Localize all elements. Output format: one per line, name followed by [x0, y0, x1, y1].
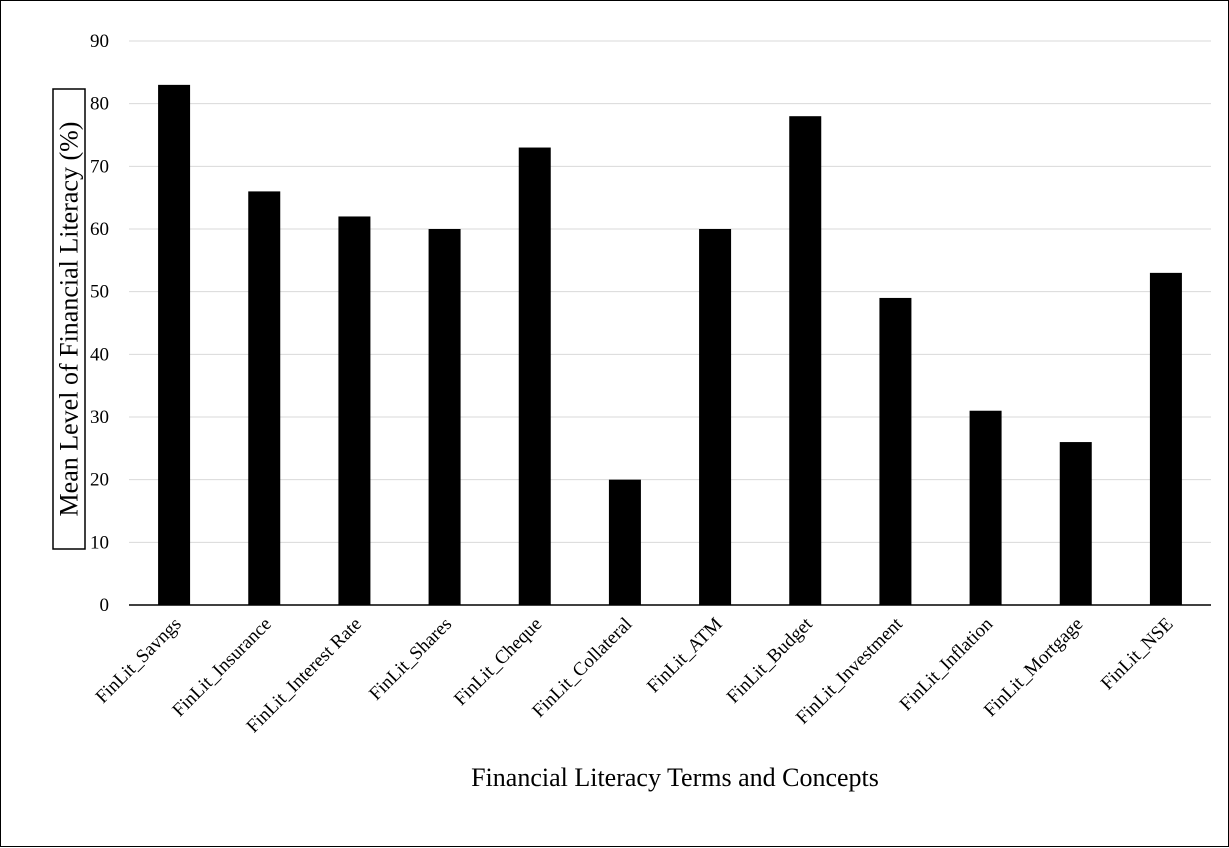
y-tick-label: 60	[90, 219, 109, 240]
bar-finlit-savngs	[158, 84, 191, 605]
x-tick-label: FinLit_NSE	[1097, 614, 1178, 695]
y-tick-label: 80	[90, 94, 109, 115]
y-tick-label: 10	[90, 532, 109, 553]
y-axis-ticks: 0 10 20 30 40 50 60 70 80 90	[90, 31, 109, 616]
y-tick-label: 70	[90, 156, 109, 177]
y-tick-label: 0	[100, 595, 110, 616]
y-tick-label: 30	[90, 407, 109, 428]
bar-finlit-shares	[428, 229, 461, 605]
bars	[158, 84, 1182, 606]
x-tick-label: FinLit_ATM	[643, 614, 727, 698]
bar-finlit-atm	[699, 229, 732, 605]
bar-finlit-collateral	[608, 479, 641, 605]
bar-finlit-nse	[1149, 272, 1182, 605]
y-axis-title-box	[52, 88, 86, 550]
x-tick-label: FinLit_Savngs	[92, 614, 186, 708]
bar-finlit-investment	[879, 297, 912, 605]
y-axis-title-group: Mean Level of Financial Literacy (%)	[52, 88, 86, 550]
x-tick-label: FinLit_Shares	[365, 614, 456, 705]
bar-finlit-inflation	[969, 410, 1002, 605]
y-tick-label: 40	[90, 344, 109, 365]
x-tick-label: FinLit_Mortgage	[980, 614, 1087, 721]
bar-finlit-budget	[789, 116, 822, 605]
x-axis-title: Financial Literacy Terms and Concepts	[471, 763, 879, 792]
bar-finlit-cheque	[518, 147, 551, 606]
x-tick-label: FinLit_Inflation	[896, 613, 998, 715]
x-tick-label: FinLit_Budget	[723, 613, 817, 707]
y-tick-label: 90	[90, 31, 109, 52]
x-tick-label: FinLit_Cheque	[450, 614, 546, 710]
bar-finlit-insurance	[248, 191, 281, 605]
x-axis-category-labels: FinLit_SavngsFinLit_InsuranceFinLit_Inte…	[92, 613, 1178, 737]
y-tick-label: 20	[90, 470, 109, 491]
gridlines	[129, 40, 1211, 543]
y-tick-label: 50	[90, 282, 109, 303]
bar-finlit-interest-rate	[338, 216, 371, 605]
bar-finlit-mortgage	[1059, 442, 1092, 605]
y-axis-title: Mean Level of Financial Literacy (%)	[55, 122, 84, 517]
